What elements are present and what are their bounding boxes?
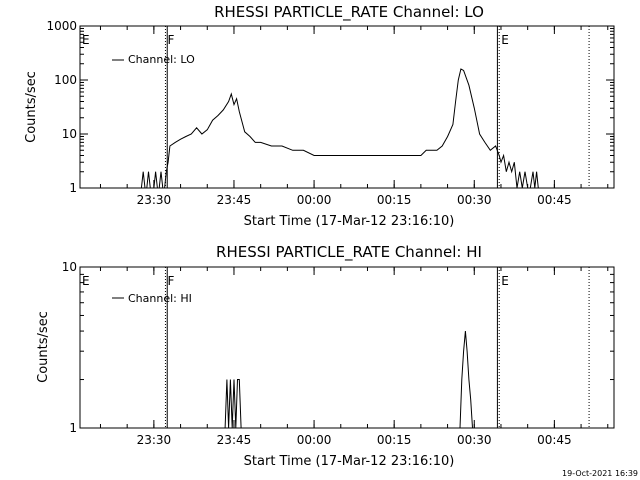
lo-event-marker-label: E [82,33,90,47]
hi-y-tick-label: 1 [69,421,77,435]
lo-x-axis-label: Start Time (17-Mar-12 23:16:10) [244,214,455,229]
render-timestamp: 19-Oct-2021 16:39 [562,469,638,478]
hi-channel-panel: RHESSI PARTICLE_RATE Channel: HI Counts/… [36,243,615,469]
hi-y-axis-label: Counts/sec [36,311,51,383]
lo-series-line [140,68,539,189]
lo-channel-panel: RHESSI PARTICLE_RATE Channel: LO Counts/… [24,3,615,229]
lo-x-tick-label: 23:45 [217,193,252,207]
lo-y-tick-label: 10 [62,127,77,141]
lo-legend-label: Channel: LO [128,53,195,66]
hi-y-tick-label: 10 [62,260,77,274]
hi-x-tick-label: 00:30 [457,433,492,447]
hi-x-axis-label: Start Time (17-Mar-12 23:16:10) [244,454,455,469]
hi-x-tick-label: 23:30 [137,433,172,447]
lo-x-tick-label: 00:30 [457,193,492,207]
hi-legend-label: Channel: HI [128,292,192,305]
hi-event-marker-label: E [82,274,90,288]
hi-x-tick-label: 00:00 [297,433,332,447]
hi-x-tick-label: 00:45 [537,433,572,447]
lo-event-marker-label: F [167,33,174,47]
hi-x-tick-label: 23:45 [217,433,252,447]
hi-series-line [224,331,473,429]
lo-y-tick-label: 1 [69,181,77,195]
hi-event-marker-label: E [501,274,509,288]
lo-event-marker-label: E [501,33,509,47]
lo-y-tick-label: 1000 [46,19,77,33]
lo-plot-frame [79,25,615,189]
lo-x-tick-label: 00:45 [537,193,572,207]
hi-event-marker-label: F [167,274,174,288]
hi-chart-title: RHESSI PARTICLE_RATE Channel: HI [216,243,482,262]
lo-x-tick-label: 00:00 [297,193,332,207]
lo-x-tick-label: 23:30 [137,193,172,207]
lo-chart-title: RHESSI PARTICLE_RATE Channel: LO [214,3,484,22]
lo-y-axis-label: Counts/sec [24,71,39,143]
lo-y-tick-label: 100 [54,73,77,87]
lo-x-tick-label: 00:15 [377,193,412,207]
hi-x-tick-label: 00:15 [377,433,412,447]
